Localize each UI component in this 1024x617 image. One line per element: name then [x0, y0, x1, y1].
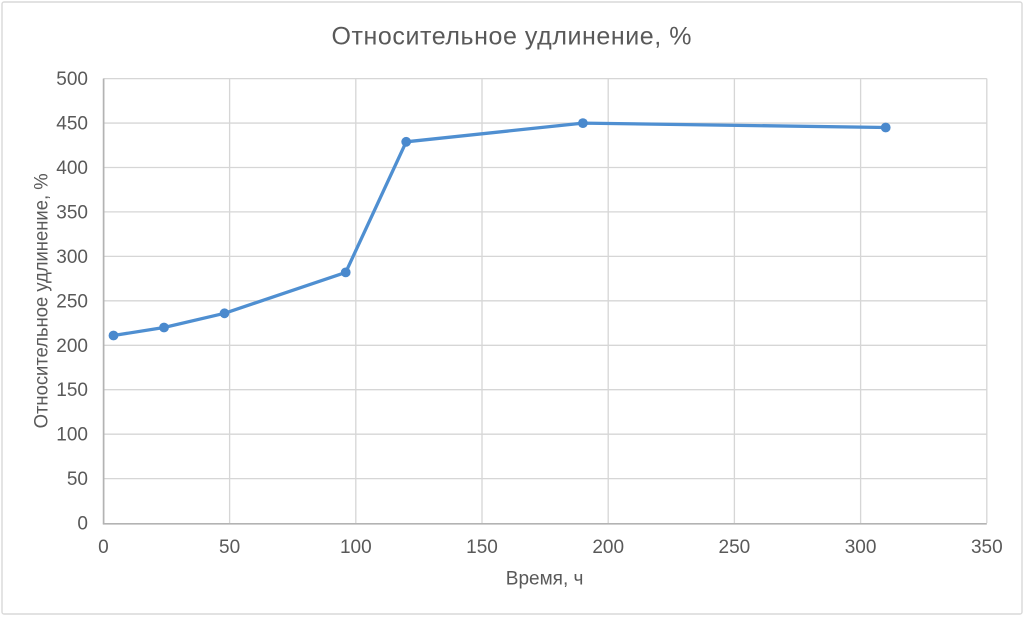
- svg-text:500: 500: [56, 69, 88, 90]
- svg-text:350: 350: [56, 202, 88, 223]
- svg-text:50: 50: [67, 469, 88, 490]
- svg-text:Относительное удлинение, %: Относительное удлинение, %: [332, 22, 692, 50]
- svg-text:200: 200: [592, 537, 624, 558]
- svg-text:250: 250: [56, 291, 88, 312]
- svg-text:150: 150: [466, 537, 498, 558]
- svg-text:0: 0: [98, 537, 109, 558]
- svg-text:200: 200: [56, 336, 88, 357]
- svg-text:100: 100: [340, 537, 372, 558]
- svg-text:250: 250: [719, 537, 751, 558]
- svg-text:450: 450: [56, 114, 88, 135]
- svg-text:350: 350: [971, 537, 1003, 558]
- svg-text:150: 150: [56, 380, 88, 401]
- svg-text:50: 50: [219, 537, 240, 558]
- svg-text:400: 400: [56, 158, 88, 179]
- svg-text:300: 300: [56, 247, 88, 268]
- svg-text:300: 300: [845, 537, 877, 558]
- svg-text:100: 100: [56, 425, 88, 446]
- svg-text:0: 0: [77, 514, 88, 535]
- svg-text:Относительное удлинение, %: Относительное удлинение, %: [32, 173, 53, 428]
- svg-text:Время, ч: Время, ч: [506, 569, 584, 590]
